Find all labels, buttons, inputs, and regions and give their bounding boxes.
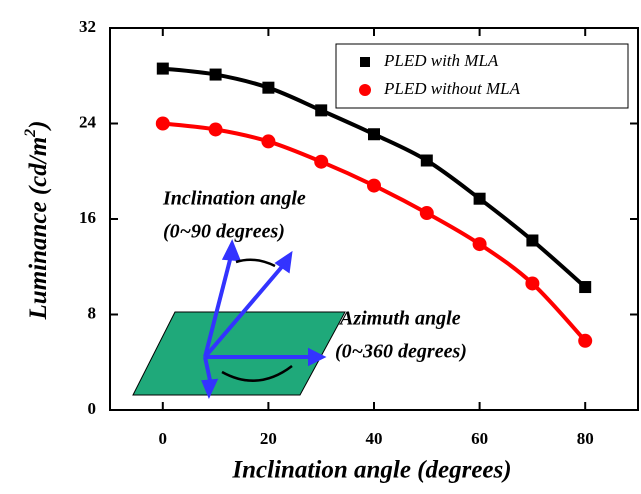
legend: PLED with MLA PLED without MLA — [335, 43, 629, 109]
legend-marker — [359, 84, 371, 96]
marker — [367, 178, 381, 193]
marker — [419, 206, 434, 221]
x-tick-label: 60 — [471, 429, 488, 448]
marker — [579, 281, 592, 294]
annotation: Inclination angle — [162, 188, 306, 210]
legend-label: PLED with MLA — [383, 51, 499, 70]
marker — [208, 122, 223, 137]
y-tick-label: 32 — [79, 17, 96, 36]
y-tick-label: 8 — [88, 303, 97, 322]
marker — [209, 68, 222, 81]
y-tick-label: 24 — [79, 112, 97, 131]
marker — [262, 81, 275, 94]
legend-label: PLED without MLA — [383, 79, 521, 98]
marker — [420, 154, 433, 167]
marker — [525, 276, 540, 291]
arrow-head — [221, 239, 242, 262]
marker — [261, 134, 276, 149]
normal-arrow — [203, 251, 234, 358]
y-tick-label: 0 — [88, 399, 97, 418]
y-axis-label: Luminance (cd/m2) — [22, 121, 52, 321]
legend-box — [335, 43, 629, 109]
marker — [473, 192, 486, 205]
annotation: (0~360 degrees) — [335, 341, 467, 363]
marker — [368, 128, 380, 141]
x-axis-label: Inclination angle (degrees) — [231, 457, 511, 484]
arrow-head — [308, 347, 327, 367]
y-tick-label: 16 — [79, 208, 96, 227]
arrow-head — [201, 378, 219, 399]
marker — [156, 62, 169, 75]
azimuth-arc — [221, 365, 293, 382]
annotation: Azimuth angle — [338, 308, 461, 330]
x-tick-label: 0 — [159, 429, 168, 448]
arrow-head — [274, 250, 293, 274]
x-tick-label: 20 — [260, 429, 277, 448]
tilted-arrow — [203, 260, 288, 359]
marker — [526, 234, 539, 247]
plane — [132, 311, 346, 396]
marker — [578, 333, 593, 348]
x-tick-label: 40 — [366, 429, 383, 448]
annotation: (0~90 degrees) — [163, 221, 285, 243]
marker — [472, 237, 487, 252]
inset-diagram: Inclination angle (0~90 degrees) Azimuth… — [132, 188, 467, 399]
inclination-arc — [235, 258, 276, 268]
marker — [314, 154, 329, 169]
x-tick-label: 80 — [577, 429, 594, 448]
legend-marker — [360, 57, 370, 67]
marker — [155, 116, 170, 131]
marker — [315, 104, 328, 117]
